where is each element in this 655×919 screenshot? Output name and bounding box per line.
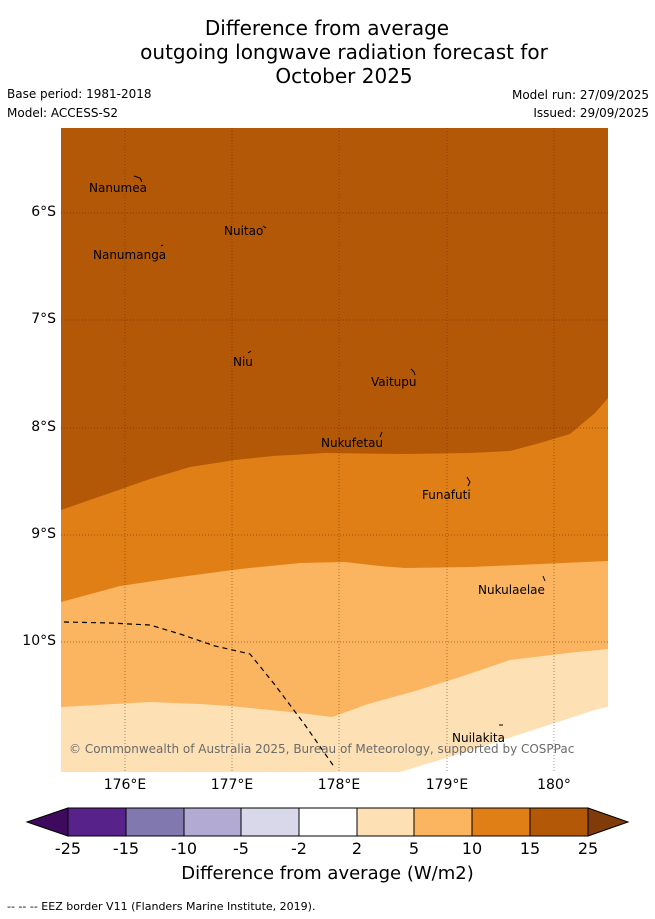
place-vaitupu: Vaitupu [371, 375, 417, 389]
colorbar-swatch-3 [183, 807, 242, 837]
place-nukufetau: Nukufetau [321, 436, 384, 450]
map-title: Difference from average outgoing longwav… [0, 16, 655, 88]
colorbar-label-3: -5 [233, 839, 249, 858]
x-tick-178e: 178°E [317, 777, 361, 793]
x-tick-176e: 176°E [103, 777, 147, 793]
colorbar-swatch-7 [413, 807, 473, 837]
y-tick-9s: 9°S [31, 526, 56, 542]
x-tick-180: 180° [537, 777, 571, 793]
colorbar-swatch-4 [240, 807, 300, 837]
title-line-2: outgoing longwave radiation forecast for [140, 40, 548, 64]
x-tick-179e: 179°E [425, 777, 469, 793]
colorbar-extend-low [25, 807, 69, 837]
colorbar-label-1: -15 [112, 839, 140, 858]
colorbar-swatch-5 [298, 807, 358, 837]
colorbar-label-6: 5 [408, 839, 420, 858]
place-niu: Niu [233, 355, 253, 369]
island-nukulaelae [542, 575, 546, 582]
island-nanumea [133, 175, 143, 183]
colorbar-swatch-9 [529, 807, 589, 837]
place-nuilakita: Nuilakita [452, 731, 505, 745]
colorbar-label-8: 15 [519, 839, 541, 858]
issued-date: Issued: 29/09/2025 [533, 106, 649, 120]
place-funafuti: Funafuti [422, 488, 471, 502]
colorbar-swatch-8 [471, 807, 531, 837]
island-funafuti [466, 476, 471, 487]
place-nukulaelae: Nukulaelae [478, 583, 545, 597]
colorbar-extend-high [587, 807, 630, 837]
colorbar-label-0: -25 [54, 839, 82, 858]
place-nanumea: Nanumea [89, 181, 147, 195]
copyright-notice: © Commonwealth of Australia 2025, Bureau… [69, 742, 575, 756]
y-tick-8s: 8°S [31, 419, 56, 435]
y-tick-10s: 10°S [22, 633, 56, 649]
title-line-1: Difference from average [204, 16, 450, 40]
colorbar-label-2: -10 [170, 839, 198, 858]
eez-footnote: -- -- -- EEZ border V11 (Flanders Marine… [7, 900, 316, 913]
y-tick-6s: 6°S [31, 204, 56, 220]
colorbar-label-9: 25 [577, 839, 599, 858]
graticule [61, 128, 608, 772]
band-15-25 [61, 128, 608, 510]
colorbar-swatch-1 [67, 807, 127, 837]
island-vaitupu [410, 368, 416, 376]
island-nukufetau [379, 431, 383, 438]
base-period: Base period: 1981-2018 [7, 87, 152, 101]
island-nanumanga [160, 244, 164, 247]
colorbar-title: Difference from average (W/m2) [181, 863, 474, 884]
colorbar-swatch-2 [125, 807, 185, 837]
y-tick-7s: 7°S [31, 311, 56, 327]
title-line-3: October 2025 [275, 64, 413, 88]
model-name: Model: ACCESS-S2 [7, 106, 119, 120]
eez-border [63, 621, 336, 769]
place-nanumanga: Nanumanga [93, 248, 167, 262]
colorbar-label-5: 2 [351, 839, 363, 858]
island-nuitao [262, 225, 267, 229]
island-niu [247, 350, 252, 354]
island-outlines [133, 175, 546, 726]
place-nuitao: Nuitao [224, 224, 264, 238]
x-tick-177e: 177°E [210, 777, 254, 793]
model-run: Model run: 27/09/2025 [511, 88, 649, 102]
colorbar-swatch-6 [356, 807, 415, 837]
colorbar [25, 807, 630, 837]
colorbar-label-7: 10 [461, 839, 483, 858]
colorbar-label-4: -2 [291, 839, 307, 858]
